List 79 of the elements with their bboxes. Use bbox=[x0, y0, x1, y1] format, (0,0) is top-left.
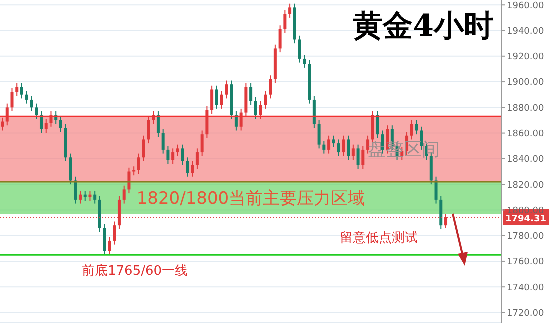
candlestick bbox=[284, 10, 287, 34]
candlestick bbox=[352, 144, 355, 161]
candlestick bbox=[94, 190, 97, 204]
band-label: 1820/1800当前主要压力区域 bbox=[136, 189, 366, 210]
candlestick bbox=[362, 146, 365, 170]
candlestick bbox=[356, 144, 360, 170]
candlestick bbox=[59, 116, 62, 133]
candlestick bbox=[318, 120, 321, 150]
candlestick bbox=[88, 190, 92, 202]
ref-line-label: 1794.31 bbox=[506, 214, 546, 224]
candlestick bbox=[278, 25, 282, 54]
candlestick bbox=[156, 111, 160, 138]
candlestick bbox=[186, 157, 190, 178]
candlestick bbox=[220, 90, 224, 110]
candlestick bbox=[122, 185, 126, 204]
candlestick bbox=[6, 103, 9, 126]
candlestick bbox=[142, 135, 146, 162]
candlestick bbox=[415, 120, 418, 136]
candlestick bbox=[35, 103, 38, 120]
candlestick bbox=[337, 139, 340, 157]
candlestick bbox=[303, 54, 306, 68]
candlestick bbox=[328, 135, 331, 154]
candlestick bbox=[84, 190, 87, 202]
candlestick bbox=[250, 82, 253, 106]
candlestick bbox=[78, 190, 82, 204]
candlestick bbox=[69, 153, 72, 186]
candlestick bbox=[196, 148, 199, 170]
y-tick-label: 1920.00 bbox=[507, 52, 544, 63]
annotation: 留意低点测试 bbox=[340, 230, 418, 248]
y-tick-label: 1960.00 bbox=[507, 1, 544, 12]
candlestick bbox=[376, 111, 380, 139]
y-tick-label: 1880.00 bbox=[507, 104, 544, 114]
candlestick bbox=[137, 153, 140, 175]
candlestick bbox=[259, 100, 262, 120]
candlestick bbox=[74, 176, 78, 204]
candlestick bbox=[215, 85, 218, 110]
y-tick-label: 1940.00 bbox=[507, 26, 544, 37]
candlestick bbox=[103, 224, 106, 256]
ref-line-label: 前底1765/60一线 bbox=[82, 264, 188, 280]
candlestick bbox=[254, 96, 258, 120]
candlestick bbox=[269, 75, 272, 100]
y-tick-label: 1720.00 bbox=[507, 308, 544, 319]
chart-title: 黄金4小时 bbox=[353, 8, 494, 46]
candlestick bbox=[347, 135, 350, 161]
candlestick bbox=[162, 128, 165, 154]
y-tick-label: 1840.00 bbox=[507, 155, 544, 166]
candlestick bbox=[166, 146, 170, 165]
candlestick bbox=[200, 130, 204, 157]
candlestick bbox=[298, 35, 302, 64]
candlestick bbox=[176, 144, 180, 157]
y-tick-label: 1780.00 bbox=[507, 232, 544, 242]
y-tick-label: 1820.00 bbox=[507, 180, 544, 191]
candlestick bbox=[147, 116, 150, 144]
candlestick bbox=[322, 140, 326, 154]
y-tick-label: 1760.00 bbox=[507, 258, 544, 268]
candlestick bbox=[108, 236, 112, 256]
candlestick bbox=[1, 117, 4, 132]
candlestick bbox=[434, 176, 438, 204]
candlestick bbox=[366, 135, 370, 154]
candlestick bbox=[342, 135, 346, 157]
candlestick bbox=[16, 82, 19, 97]
y-tick-label: 1900.00 bbox=[507, 78, 544, 88]
y-tick-label: 1860.00 bbox=[507, 129, 544, 140]
candlestick bbox=[44, 118, 48, 134]
candlestick bbox=[30, 96, 34, 112]
candlestick bbox=[410, 120, 414, 140]
candlestick bbox=[20, 82, 24, 100]
candlestick bbox=[191, 161, 194, 178]
candlestick bbox=[264, 90, 268, 110]
y-tick-label: 1740.00 bbox=[507, 283, 544, 294]
candlestick bbox=[225, 80, 228, 100]
candlestick bbox=[25, 90, 28, 104]
candlestick bbox=[332, 135, 336, 148]
candlestick bbox=[210, 85, 214, 115]
candlestick bbox=[10, 88, 14, 112]
candlestick bbox=[181, 144, 184, 166]
candlestick bbox=[288, 3, 292, 18]
candlestick bbox=[172, 148, 175, 165]
candlestick bbox=[113, 221, 116, 246]
